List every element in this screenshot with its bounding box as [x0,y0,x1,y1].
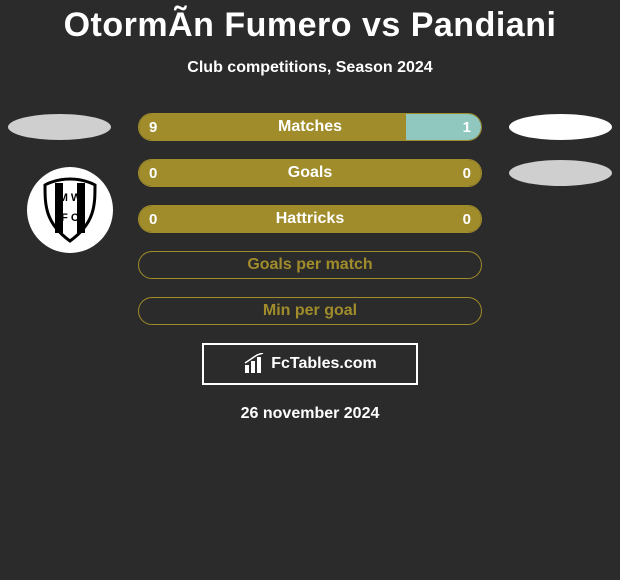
bar-mpg-label: Min per goal [139,297,481,325]
brand-text: FcTables.com [271,355,377,373]
row-hattricks: 0 Hattricks 0 [0,205,620,233]
bar-goals-left [139,160,481,186]
bar-gpm: Goals per match [138,251,482,279]
row-matches: 9 Matches 1 [0,113,620,141]
brand-box: FcTables.com [202,343,418,385]
bar-matches: 9 Matches 1 [138,113,482,141]
bar-goals: 0 Goals 0 [138,159,482,187]
player-oval-right-2 [509,160,612,186]
brand-chart-icon [243,353,265,375]
player-oval-left [8,114,111,140]
bar-hattricks: 0 Hattricks 0 [138,205,482,233]
row-mpg: Min per goal [0,297,620,325]
page-title: OtormÃ­n Fumero vs Pandiani [0,0,620,45]
player-oval-right [509,114,612,140]
row-gpm: Goals per match [0,251,620,279]
page-root: OtormÃ­n Fumero vs Pandiani Club competi… [0,0,620,580]
page-date: 26 november 2024 [0,405,620,423]
bar-mpg: Min per goal [138,297,482,325]
bar-matches-left [139,114,406,140]
comparison-chart: 9 Matches 1 0 Goals 0 M W F C [0,113,620,325]
page-subtitle: Club competitions, Season 2024 [0,59,620,77]
svg-text:M W: M W [59,192,82,204]
bar-gpm-label: Goals per match [139,251,481,279]
bar-matches-right [406,114,481,140]
bar-hattricks-left [139,206,481,232]
